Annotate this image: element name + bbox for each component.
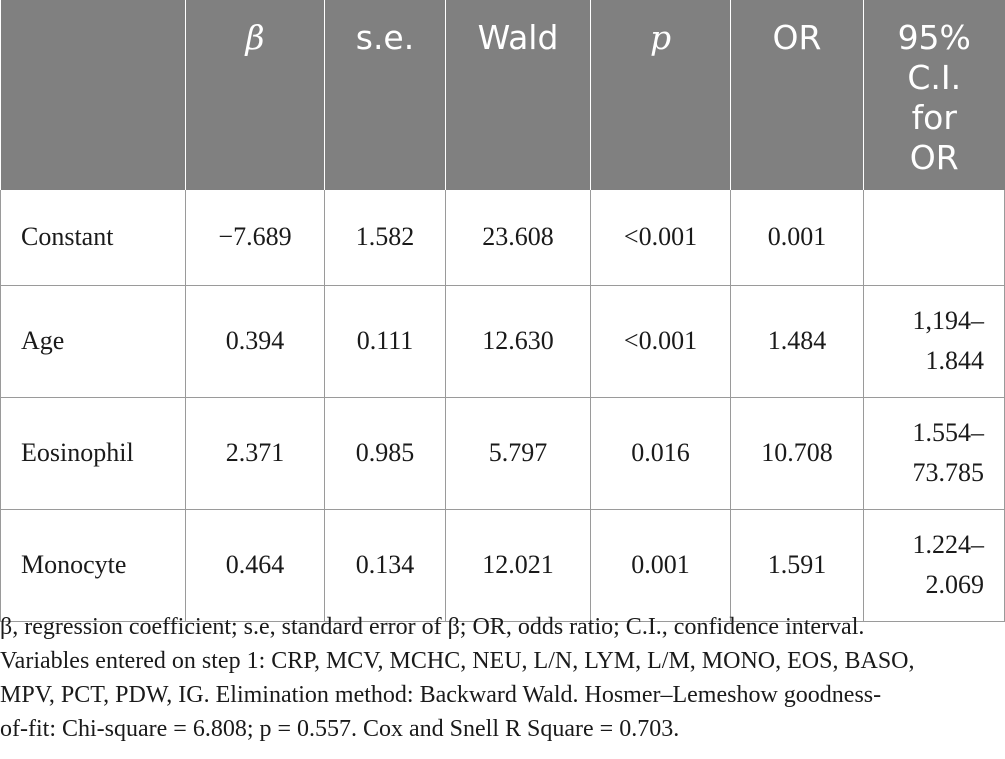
cell-or: 1.484 — [730, 285, 864, 398]
ci-upper: 2.069 — [925, 570, 985, 599]
cell-beta: 0.394 — [185, 285, 325, 398]
header-se: s.e. — [324, 0, 446, 190]
ci-upper: 73.785 — [912, 458, 985, 487]
cell-ci — [863, 190, 1005, 286]
table-row: Monocyte 0.464 0.134 12.021 0.001 1.591 … — [0, 509, 1005, 622]
header-row: β s.e. Wald p OR 95% C.I. for OR — [0, 0, 1005, 190]
cell-beta: 2.371 — [185, 397, 325, 510]
cell-se: 0.111 — [324, 285, 446, 398]
header-or: OR — [730, 0, 864, 190]
cell-wald: 12.630 — [445, 285, 591, 398]
row-label: Constant — [0, 190, 186, 286]
header-ci-line: for — [911, 98, 957, 137]
cell-beta: 0.464 — [185, 509, 325, 622]
footnote-line: β, regression coefficient; s.e, standard… — [0, 614, 865, 640]
header-beta: β — [185, 0, 325, 190]
header-ci-line: C.I. — [907, 58, 962, 97]
cell-beta: −7.689 — [185, 190, 325, 286]
cell-p: 0.016 — [590, 397, 731, 510]
table-row: Age 0.394 0.111 12.630 <0.001 1.484 1,19… — [0, 285, 1005, 398]
header-ci-line: OR — [909, 138, 959, 177]
cell-ci: 1,194– 1.844 — [863, 285, 1005, 398]
table-footnote: β, regression coefficient; s.e, standard… — [0, 610, 1000, 746]
ci-upper: 1.844 — [925, 346, 985, 375]
ci-lower: 1.224– — [912, 530, 985, 559]
cell-wald: 12.021 — [445, 509, 591, 622]
ci-lower: 1.554– — [912, 418, 985, 447]
row-label: Monocyte — [0, 509, 186, 622]
cell-ci: 1.554– 73.785 — [863, 397, 1005, 510]
footnote-line: Variables entered on step 1: CRP, MCV, M… — [0, 648, 915, 674]
table-body: Constant −7.689 1.582 23.608 <0.001 0.00… — [0, 190, 1005, 622]
cell-p: <0.001 — [590, 285, 731, 398]
cell-p: 0.001 — [590, 509, 731, 622]
header-p: p — [590, 0, 731, 190]
footnote-line: MPV, PCT, PDW, IG. Elimination method: B… — [0, 682, 882, 708]
cell-or: 10.708 — [730, 397, 864, 510]
header-ci-line: 95% — [897, 18, 971, 57]
table-row: Constant −7.689 1.582 23.608 <0.001 0.00… — [0, 190, 1005, 286]
cell-or: 0.001 — [730, 190, 864, 286]
regression-table-container: β s.e. Wald p OR 95% C.I. for OR Constan… — [0, 0, 1005, 622]
header-wald: Wald — [445, 0, 591, 190]
cell-wald: 23.608 — [445, 190, 591, 286]
header-ci: 95% C.I. for OR — [863, 0, 1005, 190]
header-variable — [0, 0, 186, 190]
footnote-line: of-fit: Chi-square = 6.808; p = 0.557. C… — [0, 716, 680, 742]
row-label: Eosinophil — [0, 397, 186, 510]
cell-ci: 1.224– 2.069 — [863, 509, 1005, 622]
table-header: β s.e. Wald p OR 95% C.I. for OR — [0, 0, 1005, 190]
cell-p: <0.001 — [590, 190, 731, 286]
cell-or: 1.591 — [730, 509, 864, 622]
cell-se: 0.985 — [324, 397, 446, 510]
cell-wald: 5.797 — [445, 397, 591, 510]
cell-se: 0.134 — [324, 509, 446, 622]
logistic-regression-table: β s.e. Wald p OR 95% C.I. for OR Constan… — [0, 0, 1005, 622]
row-label: Age — [0, 285, 186, 398]
table-row: Eosinophil 2.371 0.985 5.797 0.016 10.70… — [0, 397, 1005, 510]
cell-se: 1.582 — [324, 190, 446, 286]
ci-lower: 1,194– — [912, 306, 985, 335]
